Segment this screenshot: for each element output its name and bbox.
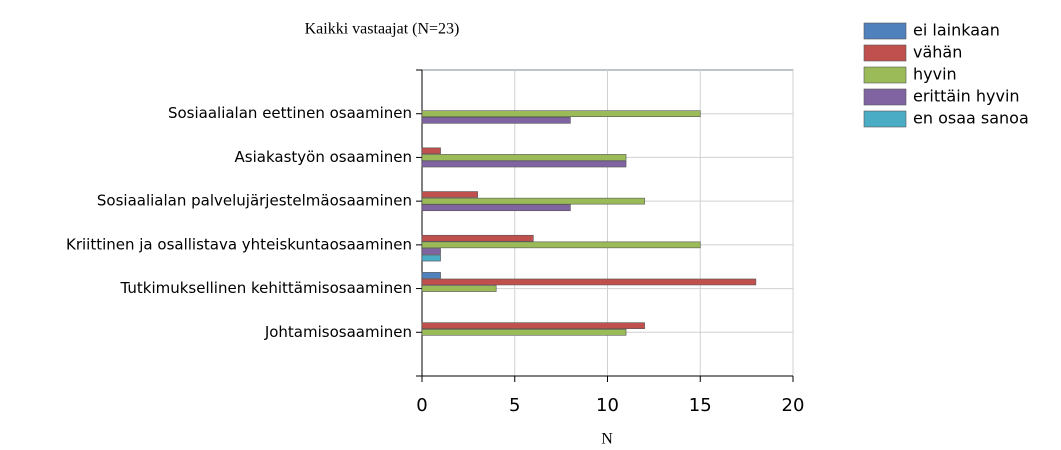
bar (421, 278, 757, 286)
bar (421, 191, 478, 198)
y-tick-label: Sosiaalialan palvelujärjestelmäosaaminen (97, 192, 412, 210)
bar (421, 160, 627, 168)
bar (421, 328, 627, 336)
legend-swatch (863, 44, 907, 62)
legend-swatch (863, 66, 907, 84)
legend-swatch (863, 22, 907, 40)
y-tick-label: Kriittinen ja osallistava yhteiskuntaosa… (66, 235, 412, 253)
bar (421, 204, 571, 212)
bar (421, 234, 534, 242)
bar (421, 254, 441, 262)
legend-label: en osaa sanoa (913, 109, 1029, 128)
bar (421, 117, 571, 124)
legend-label: vähän (913, 43, 962, 62)
legend-label: erittäin hyvin (913, 87, 1020, 106)
bar (421, 272, 441, 279)
bar (421, 147, 441, 155)
bar (421, 110, 701, 118)
x-tick-label: 0 (416, 395, 427, 416)
legend-swatch (863, 110, 907, 128)
bar (421, 241, 701, 249)
y-tick-label: Johtamisosaaminen (264, 323, 412, 341)
y-tick-label: Tutkimuksellinen kehittämisosaaminen (120, 279, 413, 297)
bar (421, 154, 627, 161)
legend-label: ei lainkaan (913, 21, 1000, 40)
bar (421, 197, 645, 205)
bar (421, 322, 645, 329)
legend-swatch (863, 88, 907, 106)
x-axis-label: N (601, 431, 613, 448)
bar (421, 285, 497, 292)
bar (421, 248, 441, 255)
x-tick-label: 15 (689, 395, 712, 416)
x-tick-label: 20 (782, 395, 805, 416)
x-tick-label: 5 (509, 395, 520, 416)
y-tick-label: Sosiaalialan eettinen osaaminen (168, 104, 412, 122)
y-tick-label: Asiakastyön osaaminen (235, 148, 412, 166)
chart-title: Kaikki vastaajat (N=23) (305, 21, 460, 38)
x-tick-label: 10 (596, 395, 619, 416)
legend-label: hyvin (913, 65, 957, 84)
